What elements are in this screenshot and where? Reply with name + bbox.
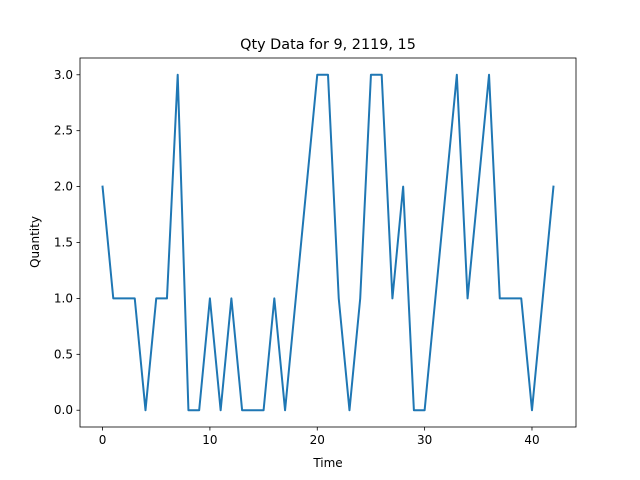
series-line (101, 73, 555, 412)
x-tick-label: 0 (99, 433, 107, 447)
x-axis-label: Time (312, 456, 342, 470)
x-tick-label: 20 (310, 433, 325, 447)
y-tick-label: 0.5 (54, 347, 73, 361)
y-tick-label: 1.5 (54, 236, 73, 250)
y-tick-label: 2.5 (54, 124, 73, 138)
x-tick-label: 30 (417, 433, 432, 447)
y-tick-label: 0.0 (54, 403, 73, 417)
x-tick-label: 10 (202, 433, 217, 447)
chart-title: Qty Data for 9, 2119, 15 (240, 37, 416, 53)
plot-layer: 0 10 20 30 40 0.0 0.5 1.0 1.5 2.0 2.5 3.0 (54, 57, 577, 447)
y-tick-label: 1.0 (54, 291, 73, 305)
y-tick-label: 3.0 (54, 68, 73, 82)
x-tick-label: 40 (524, 433, 539, 447)
y-tick-label: 2.0 (54, 180, 73, 194)
y-axis-label: Quantity (28, 216, 42, 268)
